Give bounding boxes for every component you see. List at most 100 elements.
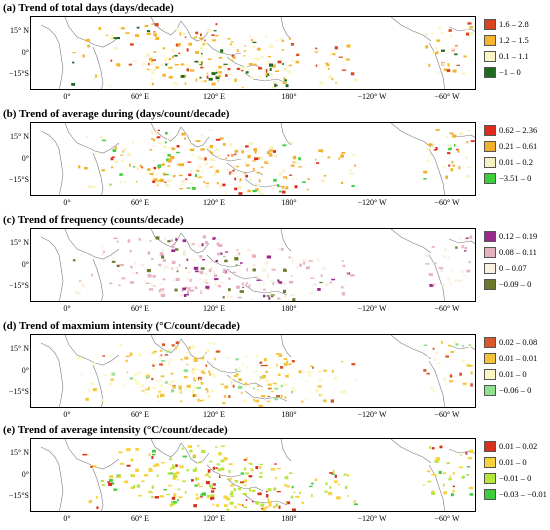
- trend-cell: [212, 466, 216, 470]
- trend-cell: [209, 158, 214, 162]
- trend-cell: [245, 145, 249, 148]
- trend-cell: [205, 182, 210, 184]
- trend-cell: [82, 284, 85, 288]
- trend-cell: [184, 82, 187, 85]
- trend-cell: [201, 243, 204, 247]
- trend-cell: [347, 473, 349, 477]
- lon-label: 60° E: [130, 92, 150, 101]
- lon-label: −120° W: [357, 304, 387, 313]
- trend-cell: [153, 31, 156, 33]
- trend-cell: [431, 32, 434, 35]
- trend-cell: [184, 137, 187, 140]
- trend-cell: [190, 370, 195, 373]
- trend-cell: [283, 68, 288, 71]
- trend-cell: [263, 288, 266, 291]
- trend-cell: [242, 362, 244, 366]
- trend-cell: [208, 260, 213, 263]
- trend-cell: [243, 66, 247, 69]
- trend-cell: [234, 257, 239, 261]
- trend-cell: [138, 353, 141, 357]
- trend-cell: [251, 264, 256, 267]
- trend-cell: [103, 374, 108, 376]
- trend-cell: [319, 281, 323, 284]
- trend-cell: [171, 48, 175, 52]
- trend-cell: [84, 166, 88, 170]
- trend-cell: [245, 174, 248, 178]
- trend-cell: [313, 283, 318, 286]
- trend-cell: [162, 73, 166, 77]
- coastline: [280, 17, 292, 40]
- trend-cell: [256, 279, 261, 281]
- trend-cell: [218, 475, 221, 478]
- lat-label: −15°S: [8, 387, 29, 396]
- trend-cell: [453, 279, 458, 282]
- trend-cell: [462, 384, 467, 387]
- trend-cell: [317, 288, 321, 291]
- trend-cell: [235, 264, 238, 266]
- legend-label: 0.01 – 0.2: [499, 157, 533, 167]
- trend-cell: [144, 392, 149, 395]
- coastline: [92, 152, 104, 195]
- trend-cell: [211, 373, 215, 376]
- legend-item: 1.2 – 1.5: [484, 34, 550, 48]
- lon-label: 180°: [281, 198, 297, 207]
- trend-cell: [266, 151, 270, 155]
- trend-cell: [174, 64, 179, 66]
- trend-cell: [296, 266, 299, 269]
- trend-cell: [468, 344, 472, 346]
- trend-cell: [274, 463, 277, 465]
- trend-cell: [90, 466, 93, 468]
- trend-cell: [286, 360, 289, 363]
- trend-cell: [190, 169, 193, 172]
- trend-cell: [186, 258, 189, 261]
- trend-cell: [465, 28, 469, 32]
- trend-cell: [223, 63, 228, 65]
- trend-cell: [205, 388, 209, 391]
- coastline: [150, 439, 182, 458]
- trend-cell: [196, 386, 201, 389]
- trend-cell: [299, 491, 302, 495]
- trend-cell: [275, 39, 278, 42]
- trend-cell: [167, 147, 170, 149]
- trend-cell: [199, 496, 203, 498]
- coastline: [92, 468, 104, 511]
- lon-label: 180°: [281, 304, 297, 313]
- lon-label: −60° W: [434, 514, 460, 523]
- lon-label: 180°: [281, 514, 297, 523]
- trend-cell: [195, 270, 199, 273]
- trend-cell: [225, 157, 228, 160]
- trend-cell: [148, 490, 152, 493]
- trend-cell: [120, 180, 122, 183]
- trend-cell: [130, 486, 135, 489]
- trend-cell: [287, 372, 290, 375]
- trend-cell: [273, 178, 277, 182]
- trend-cell: [263, 282, 265, 286]
- trend-cell: [183, 294, 187, 297]
- trend-cell: [195, 497, 200, 500]
- trend-cell: [186, 293, 189, 296]
- trend-cell: [427, 355, 429, 358]
- trend-cell: [189, 148, 195, 152]
- legend-swatch: [484, 247, 496, 258]
- trend-cell: [211, 235, 214, 238]
- trend-cell: [121, 384, 125, 387]
- trend-cell: [217, 285, 222, 288]
- trend-cell: [136, 484, 141, 488]
- trend-cell: [202, 43, 207, 46]
- trend-cell: [248, 142, 254, 145]
- trend-cell: [204, 282, 209, 284]
- trend-cell: [288, 256, 291, 259]
- trend-cell: [218, 65, 222, 69]
- coastline: [206, 464, 242, 478]
- legend-item: −0.06 – 0: [484, 384, 550, 398]
- trend-cell: [224, 192, 227, 195]
- legend-swatch: [484, 369, 496, 380]
- trend-cell: [450, 351, 455, 354]
- trend-cell: [424, 33, 428, 36]
- trend-cell: [245, 457, 248, 460]
- legend-swatch: [484, 385, 496, 396]
- trend-cell: [211, 494, 215, 497]
- trend-cell: [243, 399, 247, 403]
- trend-cell: [186, 48, 189, 52]
- trend-cell: [154, 496, 159, 499]
